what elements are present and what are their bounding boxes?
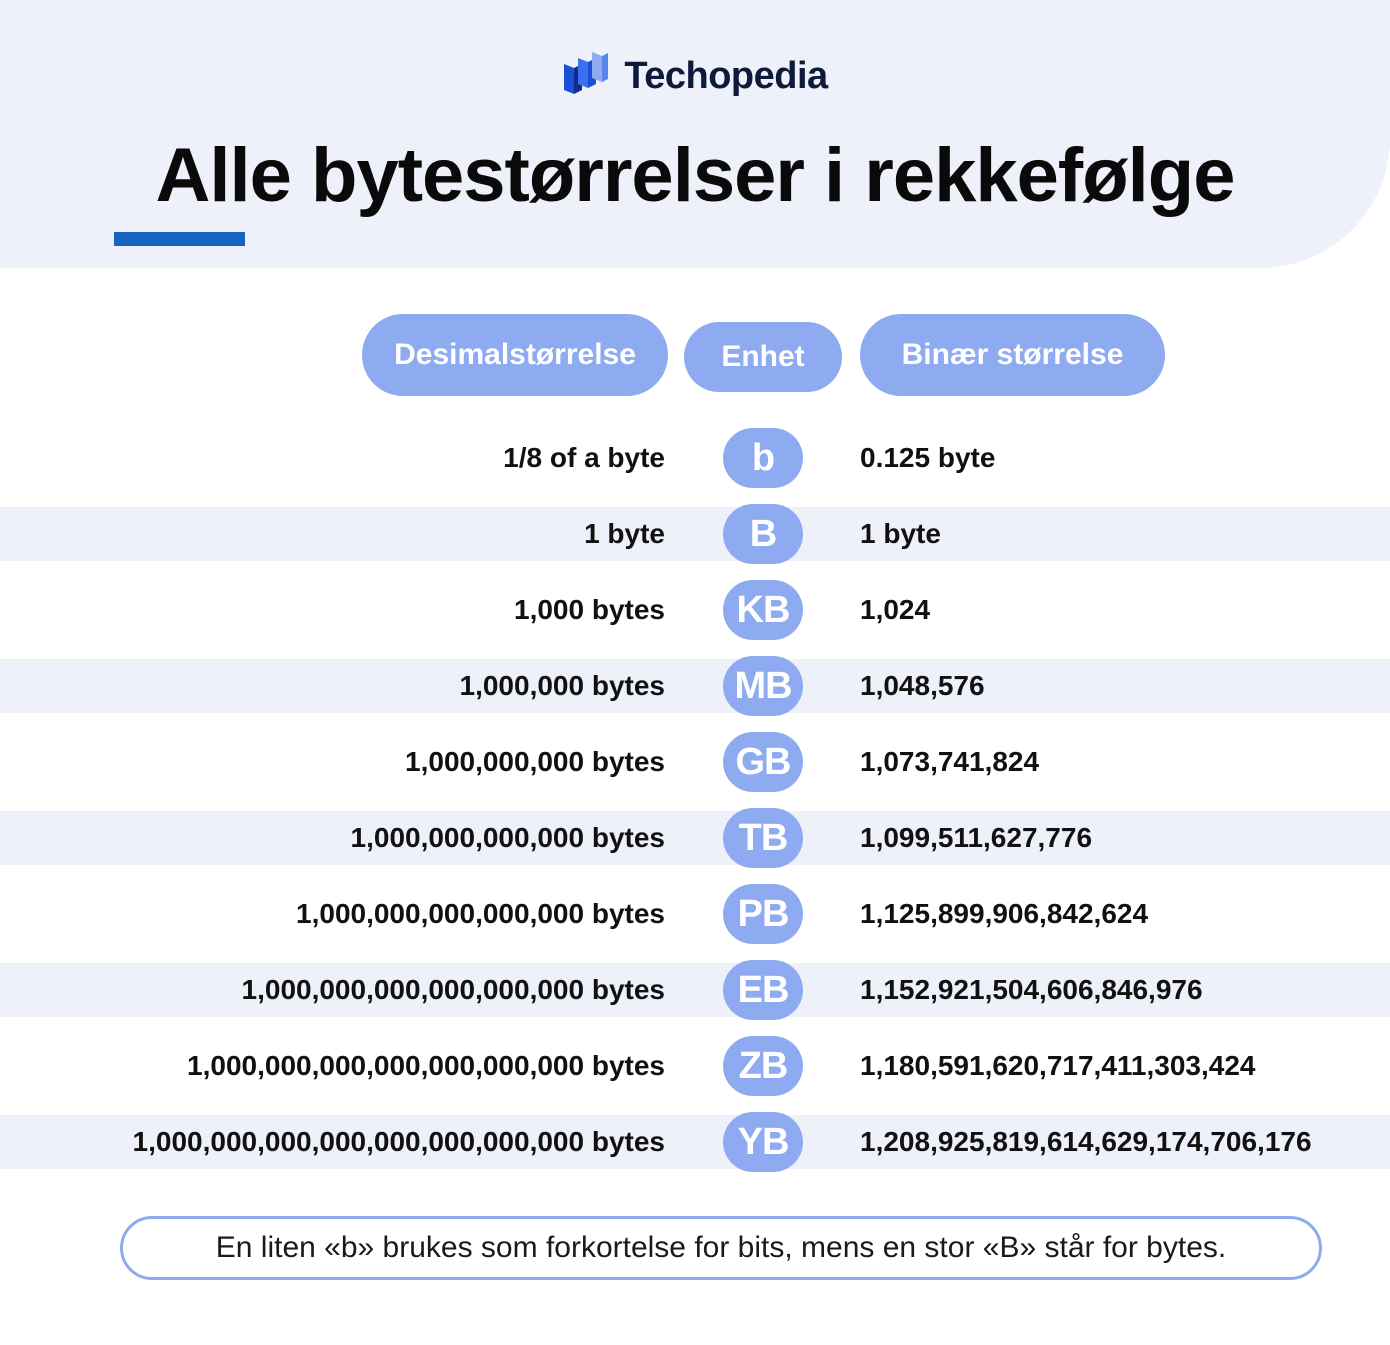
techopedia-logo-icon xyxy=(564,52,609,94)
decimal-value: 1,000,000,000,000,000,000 bytes xyxy=(241,974,665,1005)
title-underline xyxy=(114,232,245,246)
table-row: 1,000,000,000,000,000,000 bytes EB 1,152… xyxy=(0,952,1390,1028)
unit-badge: b xyxy=(723,428,803,488)
unit-badge: ZB xyxy=(723,1036,803,1096)
binary-value: 1,180,591,620,717,411,303,424 xyxy=(860,1050,1256,1081)
decimal-value: 1,000,000,000,000 bytes xyxy=(350,822,665,853)
header-unit: Enhet xyxy=(684,322,842,392)
table-row: 1,000,000 bytes MB 1,048,576 xyxy=(0,648,1390,724)
decimal-value: 1 byte xyxy=(584,518,665,549)
unit-badge: YB xyxy=(723,1112,803,1172)
binary-value: 1,208,925,819,614,629,174,706,176 xyxy=(860,1126,1312,1157)
binary-value: 0.125 byte xyxy=(860,442,996,473)
decimal-value: 1,000,000,000 bytes xyxy=(405,746,665,777)
header-binary-size: Binær størrelse xyxy=(860,314,1165,396)
decimal-value: 1/8 of a byte xyxy=(503,442,665,473)
header-decimal-size: Desimalstørrelse xyxy=(362,314,668,396)
table-row: 1 byte B 1 byte xyxy=(0,496,1390,572)
table-row: 1,000,000,000,000,000 bytes PB 1,125,899… xyxy=(0,876,1390,952)
unit-badge: TB xyxy=(723,808,803,868)
binary-value: 1,024 xyxy=(860,594,931,625)
decimal-value: 1,000,000,000,000,000,000,000,000 bytes xyxy=(132,1126,665,1157)
footnote: En liten «b» brukes som forkortelse for … xyxy=(120,1216,1322,1280)
unit-badge: GB xyxy=(723,732,803,792)
binary-value: 1,152,921,504,606,846,976 xyxy=(860,974,1203,1005)
table-row: 1,000,000,000 bytes GB 1,073,741,824 xyxy=(0,724,1390,800)
decimal-value: 1,000 bytes xyxy=(514,594,665,625)
page-title: Alle bytestørrelser i rekkefølge xyxy=(155,133,1236,218)
unit-badge: PB xyxy=(723,884,803,944)
unit-badge: KB xyxy=(723,580,803,640)
brand: Techopedia xyxy=(0,50,1390,102)
table-row: 1,000 bytes KB 1,024 xyxy=(0,572,1390,648)
table-row: 1/8 of a byte b 0.125 byte xyxy=(0,420,1390,496)
binary-value: 1,125,899,906,842,624 xyxy=(860,898,1149,929)
unit-badge: MB xyxy=(723,656,803,716)
unit-badge: EB xyxy=(723,960,803,1020)
decimal-value: 1,000,000 bytes xyxy=(459,670,666,701)
brand-name: Techopedia xyxy=(624,54,828,97)
table-row: 1,000,000,000,000,000,000,000 bytes ZB 1… xyxy=(0,1028,1390,1104)
unit-badge: B xyxy=(723,504,803,564)
binary-value: 1,099,511,627,776 xyxy=(860,822,1093,853)
binary-value: 1,048,576 xyxy=(860,670,985,701)
size-table: 1/8 of a byte b 0.125 byte 1 byte B 1 by… xyxy=(0,420,1390,1180)
header-background xyxy=(0,0,1390,268)
table-row: 1,000,000,000,000 bytes TB 1,099,511,627… xyxy=(0,800,1390,876)
binary-value: 1,073,741,824 xyxy=(860,746,1040,777)
table-row: 1,000,000,000,000,000,000,000,000 bytes … xyxy=(0,1104,1390,1180)
binary-value: 1 byte xyxy=(860,518,941,549)
decimal-value: 1,000,000,000,000,000 bytes xyxy=(296,898,665,929)
decimal-value: 1,000,000,000,000,000,000,000 bytes xyxy=(187,1050,665,1081)
